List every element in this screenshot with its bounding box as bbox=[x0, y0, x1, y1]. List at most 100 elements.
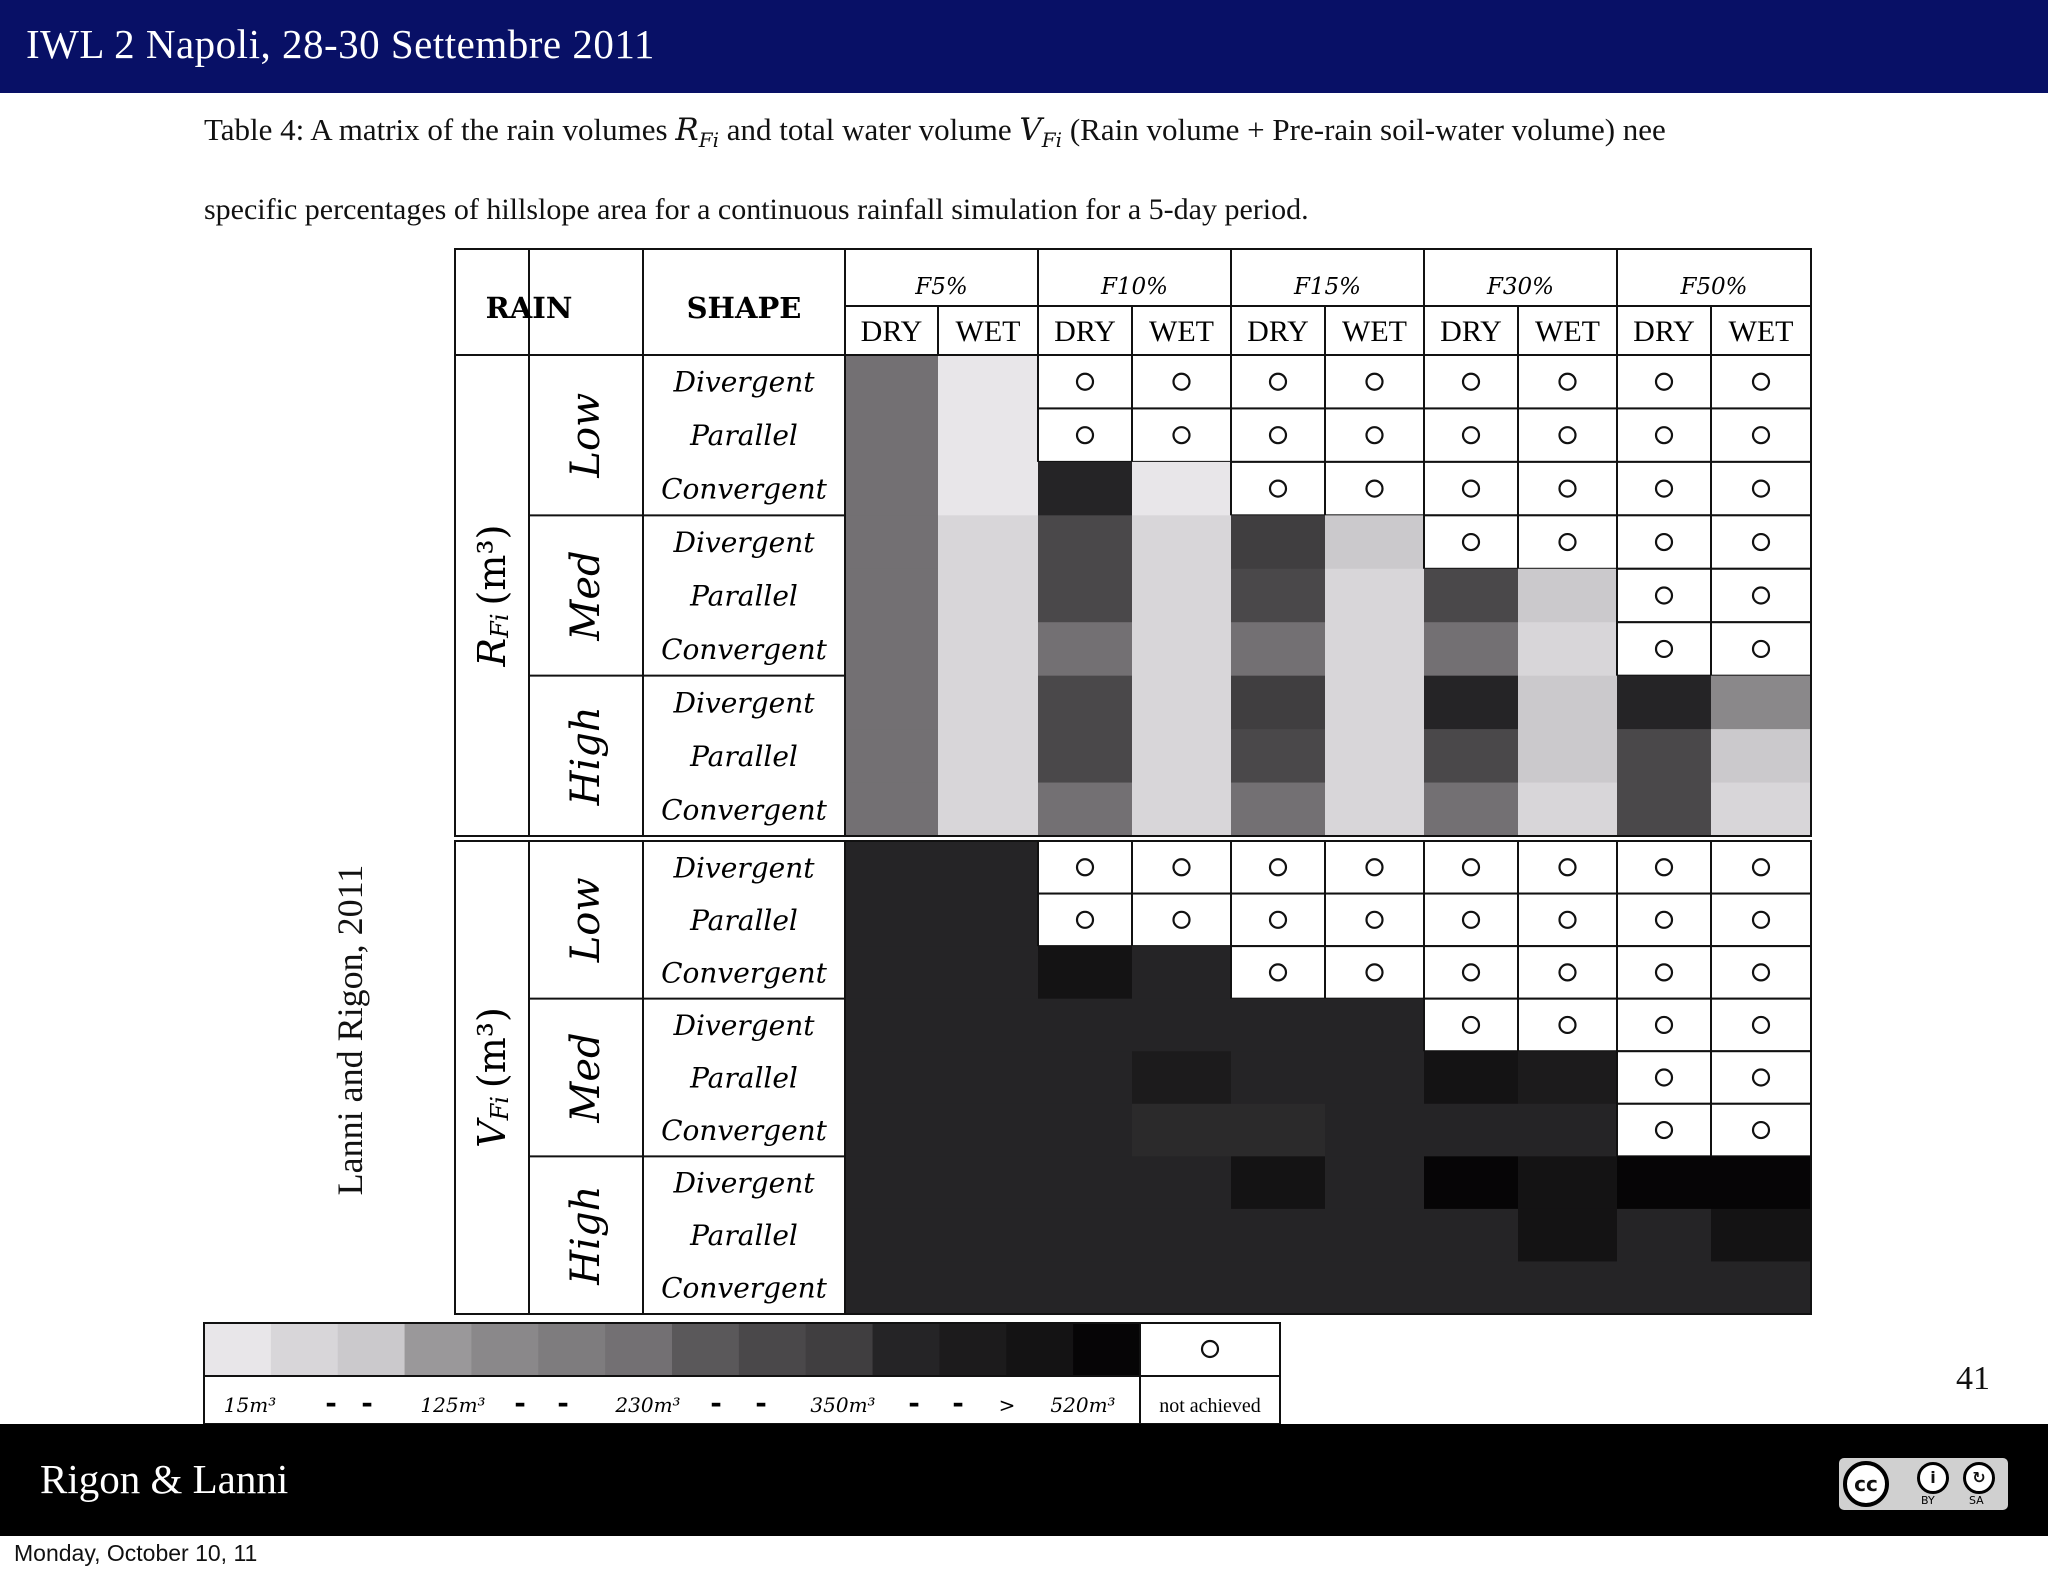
not-achieved-marker bbox=[1365, 479, 1384, 498]
not-achieved-cell bbox=[1616, 997, 1712, 1053]
not-achieved-marker bbox=[1654, 426, 1674, 445]
volume-cell bbox=[1617, 729, 1711, 784]
shape-label: Convergent bbox=[661, 473, 828, 506]
volume-cell bbox=[1038, 675, 1132, 730]
volume-cell bbox=[1231, 568, 1325, 623]
not-achieved-marker bbox=[1751, 1015, 1771, 1035]
volume-cell bbox=[938, 568, 1038, 623]
not-achieved-cell bbox=[1517, 840, 1618, 895]
condition-header: WET bbox=[1729, 315, 1794, 348]
volume-cell bbox=[1132, 729, 1231, 784]
not-achieved-cell bbox=[1324, 354, 1425, 410]
volume-cell bbox=[1132, 568, 1231, 623]
legend-scale-label: - bbox=[557, 1386, 569, 1419]
volume-cell bbox=[1038, 1208, 1132, 1262]
shape-label: Divergent bbox=[673, 366, 816, 399]
volume-cell bbox=[845, 1261, 938, 1315]
legend-swatch bbox=[270, 1323, 339, 1376]
condition-header: DRY bbox=[1440, 315, 1502, 348]
volume-cell bbox=[1711, 1156, 1811, 1210]
not-achieved-cell bbox=[1324, 945, 1425, 1000]
shape-label: Divergent bbox=[673, 526, 816, 559]
rain-level-label: High bbox=[563, 706, 609, 806]
rain-level-label: Low bbox=[563, 393, 609, 479]
rain-level-label: Med bbox=[563, 550, 609, 641]
legend-scale-label: - bbox=[908, 1386, 920, 1419]
not-achieved-cell bbox=[1423, 945, 1519, 1000]
not-achieved-marker bbox=[1558, 858, 1577, 877]
not-achieved-marker bbox=[1268, 858, 1288, 877]
not-achieved-cell bbox=[1710, 892, 1812, 948]
volume-cell bbox=[1617, 1261, 1711, 1315]
volume-cell bbox=[845, 1051, 938, 1105]
volume-cell bbox=[1231, 1156, 1325, 1210]
not-achieved-cell bbox=[1324, 840, 1425, 895]
volume-cell bbox=[938, 841, 1038, 895]
caption-text-a: A matrix of the rain volumes bbox=[304, 112, 676, 147]
shape-label: Parallel bbox=[689, 740, 798, 773]
not-achieved-cell bbox=[1517, 945, 1618, 1000]
volume-cell bbox=[1038, 998, 1132, 1052]
volume-cell bbox=[1038, 1156, 1132, 1210]
not-achieved-cell bbox=[1710, 460, 1812, 517]
not-achieved-marker bbox=[1075, 426, 1095, 445]
caption-subscript-v: Fi bbox=[1041, 128, 1063, 153]
not-achieved-cell bbox=[1710, 407, 1812, 463]
shape-label: Convergent bbox=[661, 793, 828, 826]
volume-cell bbox=[845, 946, 938, 1000]
volume-cell bbox=[845, 841, 938, 895]
volume-cell bbox=[1038, 1103, 1132, 1157]
not-achieved-marker bbox=[1751, 910, 1771, 929]
not-achieved-marker bbox=[1268, 963, 1288, 982]
volume-cell bbox=[938, 355, 1038, 409]
volume-cell bbox=[938, 1156, 1038, 1210]
not-achieved-marker bbox=[1654, 963, 1674, 982]
not-achieved-cell bbox=[1131, 892, 1232, 948]
legend-swatch bbox=[805, 1323, 874, 1376]
volume-cell bbox=[1518, 1103, 1617, 1157]
cc-icon: cc bbox=[1843, 1461, 1889, 1507]
not-achieved-cell bbox=[1423, 514, 1519, 570]
not-achieved-cell bbox=[1616, 514, 1712, 570]
volume-cell bbox=[1038, 782, 1132, 837]
not-achieved-marker bbox=[1751, 479, 1771, 498]
cc-license-badge[interactable]: cc i ↻ BY SA bbox=[1836, 1455, 2011, 1513]
legend-swatch bbox=[337, 1323, 406, 1376]
volume-cell bbox=[1617, 1208, 1711, 1262]
volume-cell bbox=[1231, 675, 1325, 730]
volume-cell bbox=[1231, 1208, 1325, 1262]
not-achieved-marker bbox=[1654, 1015, 1674, 1035]
legend-swatch bbox=[1073, 1323, 1141, 1376]
volume-cell bbox=[1038, 729, 1132, 784]
legend-scale-label: - bbox=[755, 1386, 767, 1419]
volume-cell bbox=[938, 946, 1038, 1000]
volume-cell bbox=[845, 408, 938, 463]
not-achieved-marker bbox=[1654, 858, 1674, 877]
caption-text-b: and total water volume bbox=[718, 112, 1020, 147]
legend-scale-label: - bbox=[952, 1386, 964, 1419]
volume-cell bbox=[1132, 622, 1231, 677]
shape-label: Divergent bbox=[673, 1167, 816, 1200]
volume-cell bbox=[1711, 782, 1811, 837]
not-achieved-cell bbox=[1616, 892, 1712, 948]
volume-cell bbox=[1424, 782, 1518, 837]
volume-cell bbox=[1132, 461, 1231, 516]
volume-cell bbox=[1132, 946, 1231, 1000]
volume-cell bbox=[1518, 782, 1617, 837]
sa-label: SA bbox=[1969, 1494, 1984, 1507]
not-achieved-cell bbox=[1423, 997, 1519, 1053]
volume-cell bbox=[1231, 998, 1325, 1052]
not-achieved-cell bbox=[1616, 460, 1712, 517]
volume-cell bbox=[1325, 1261, 1424, 1315]
volume-cell bbox=[845, 998, 938, 1052]
volume-cell bbox=[1325, 1156, 1424, 1210]
legend-scale-label: 125m³ bbox=[420, 1393, 485, 1417]
volume-cell bbox=[1132, 998, 1231, 1052]
volume-cell bbox=[1231, 1103, 1325, 1157]
shape-label: Parallel bbox=[689, 1219, 798, 1252]
not-achieved-cell bbox=[1230, 892, 1326, 948]
not-achieved-marker bbox=[1268, 372, 1288, 391]
not-achieved-marker bbox=[1461, 910, 1481, 929]
condition-header: WET bbox=[1535, 315, 1600, 348]
volume-cell bbox=[1132, 782, 1231, 837]
